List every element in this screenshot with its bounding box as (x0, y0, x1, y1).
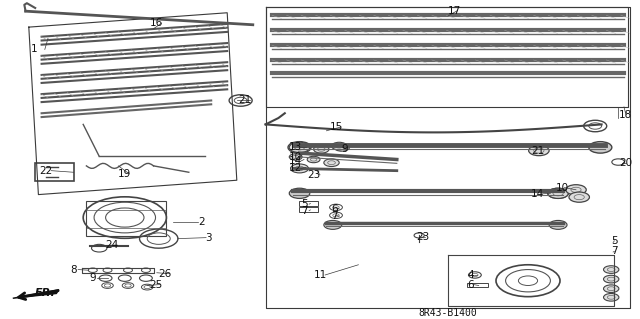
Text: 21: 21 (531, 145, 544, 156)
Circle shape (289, 154, 302, 160)
Text: 21: 21 (238, 95, 251, 106)
Text: 18: 18 (620, 110, 632, 120)
Text: 16: 16 (150, 18, 163, 28)
Text: 26: 26 (159, 269, 172, 279)
Text: 2: 2 (198, 217, 205, 227)
Bar (299, 207, 318, 212)
Circle shape (291, 164, 308, 173)
Circle shape (324, 159, 339, 167)
Circle shape (324, 220, 342, 229)
Circle shape (548, 188, 568, 198)
Circle shape (604, 275, 619, 283)
Bar (467, 283, 488, 287)
Text: 7: 7 (301, 205, 307, 216)
Bar (299, 201, 318, 206)
Text: 24: 24 (106, 240, 118, 250)
Text: 4: 4 (467, 270, 474, 280)
Circle shape (566, 185, 586, 195)
Text: 19: 19 (118, 169, 131, 179)
Text: 7: 7 (331, 211, 337, 221)
Circle shape (548, 188, 568, 198)
Text: FR.: FR. (35, 288, 56, 299)
Text: 9: 9 (90, 273, 96, 283)
Text: 5: 5 (301, 199, 307, 209)
Text: 8: 8 (70, 264, 77, 275)
Circle shape (529, 145, 549, 156)
Text: 5: 5 (611, 236, 618, 246)
Circle shape (549, 220, 567, 229)
Text: 10: 10 (289, 152, 302, 162)
Text: 15: 15 (330, 122, 343, 132)
Text: 13: 13 (289, 142, 302, 152)
Text: 20: 20 (620, 158, 632, 168)
Circle shape (569, 192, 589, 202)
Text: 7: 7 (611, 246, 618, 256)
Text: 22: 22 (40, 166, 52, 176)
Text: 12: 12 (289, 163, 302, 174)
Circle shape (589, 142, 612, 153)
Circle shape (332, 142, 347, 150)
Polygon shape (13, 290, 59, 298)
Bar (86, 201, 166, 236)
Text: 3: 3 (205, 233, 211, 243)
Text: 23: 23 (416, 232, 429, 242)
Bar (35, 163, 74, 181)
Text: 14: 14 (289, 156, 302, 166)
Circle shape (314, 145, 329, 153)
Circle shape (604, 285, 619, 293)
Text: 6: 6 (331, 204, 337, 214)
Text: 23: 23 (307, 170, 320, 180)
Circle shape (604, 266, 619, 273)
Circle shape (307, 156, 320, 163)
Text: 11: 11 (314, 270, 326, 280)
Text: 8R43-B1400: 8R43-B1400 (419, 308, 477, 318)
Circle shape (289, 188, 310, 198)
Text: 6: 6 (467, 279, 474, 290)
Circle shape (604, 293, 619, 301)
Text: 17: 17 (448, 5, 461, 16)
Text: 1: 1 (31, 44, 37, 55)
Text: 10: 10 (556, 182, 568, 193)
Text: 14: 14 (531, 189, 544, 199)
Circle shape (289, 142, 310, 152)
Text: 9: 9 (341, 144, 348, 154)
Text: 25: 25 (150, 279, 163, 290)
Circle shape (288, 142, 311, 153)
